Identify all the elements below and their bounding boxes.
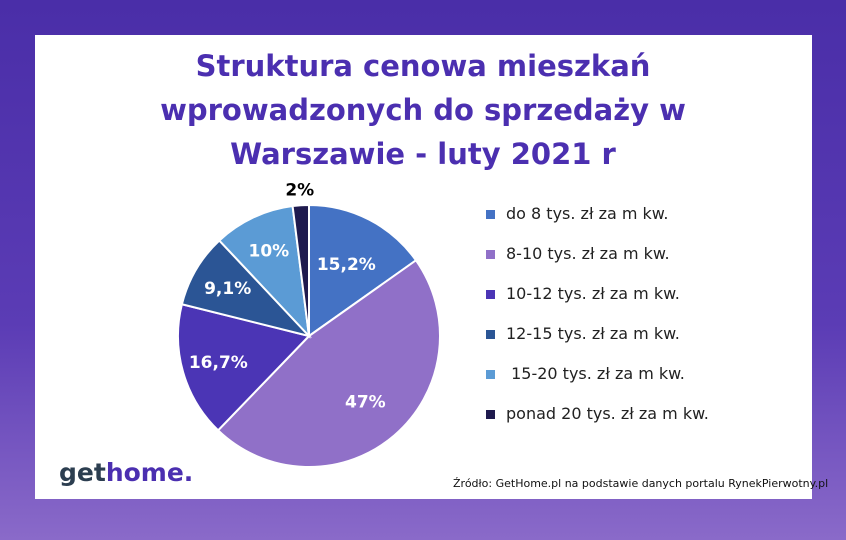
logo-dot: . <box>183 458 194 487</box>
legend-label: 10-12 tys. zł za m kw. <box>506 284 680 303</box>
legend-item: 10-12 tys. zł za m kw. <box>486 282 709 322</box>
chart-card <box>35 35 812 499</box>
gethome-logo: gethome. <box>59 458 193 487</box>
legend-swatch <box>486 370 495 379</box>
data-label: 10% <box>248 242 289 262</box>
pie-slice <box>217 204 311 339</box>
legend-item: 12-15 tys. zł za m kw. <box>486 322 709 362</box>
legend-swatch <box>486 330 495 339</box>
legend-item: 8-10 tys. zł za m kw. <box>486 242 709 282</box>
legend-label: do 8 tys. zł za m kw. <box>506 204 669 223</box>
legend-swatch <box>486 290 495 299</box>
chart-legend: do 8 tys. zł za m kw. 8-10 tys. zł za m k… <box>486 202 709 442</box>
chart-title: Struktura cenowa mieszkań wprowadzonych … <box>0 44 846 176</box>
data-label: 2% <box>285 181 314 201</box>
logo-part2: home <box>105 458 184 487</box>
pie-slice <box>308 203 418 338</box>
title-line: Struktura cenowa mieszkań <box>195 49 651 83</box>
logo-part1: get <box>59 458 106 487</box>
pie-slice <box>216 258 441 468</box>
data-label: 9,1% <box>204 279 251 299</box>
legend-swatch <box>486 210 495 219</box>
legend-label: ponad 20 tys. zł za m kw. <box>506 404 709 423</box>
title-line: Warszawie - luty 2021 r <box>230 137 616 171</box>
pie-slice <box>177 303 311 432</box>
data-label: 15,2% <box>317 255 376 275</box>
source-note: Źródło: GetHome.pl na podstawie danych p… <box>453 477 829 490</box>
legend-item: 15-20 tys. zł za m kw. <box>486 362 709 402</box>
legend-item: ponad 20 tys. zł za m kw. <box>486 402 709 442</box>
legend-label: 8-10 tys. zł za m kw. <box>506 244 670 263</box>
legend-swatch <box>486 250 495 259</box>
legend-swatch <box>486 410 495 419</box>
legend-item: do 8 tys. zł za m kw. <box>486 202 709 242</box>
data-label: 16,7% <box>189 353 248 373</box>
legend-label: 15-20 tys. zł za m kw. <box>506 364 685 383</box>
title-line: wprowadzonych do sprzedaży w <box>160 93 686 127</box>
data-label: 47% <box>345 393 386 413</box>
pie-slice <box>291 203 310 337</box>
legend-label: 12-15 tys. zł za m kw. <box>506 324 680 343</box>
